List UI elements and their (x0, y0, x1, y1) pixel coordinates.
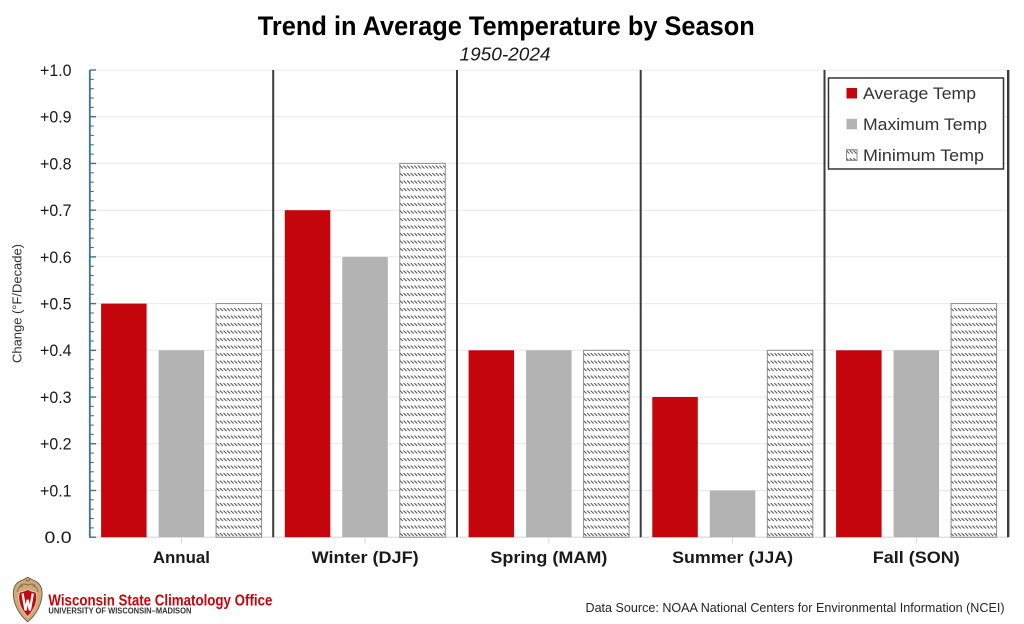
svg-text:UNIVERSITY OF WISCONSIN–MADISO: UNIVERSITY OF WISCONSIN–MADISON (48, 607, 191, 616)
svg-text:0.0: 0.0 (45, 529, 72, 547)
svg-text:+1.0: +1.0 (40, 62, 72, 80)
svg-text:+0.3: +0.3 (40, 389, 72, 407)
svg-text:Spring (MAM): Spring (MAM) (490, 548, 607, 567)
svg-text:Change (°F/Decade): Change (°F/Decade) (11, 244, 25, 363)
svg-text:Annual: Annual (153, 548, 210, 567)
svg-text:+0.7: +0.7 (40, 202, 72, 220)
svg-text:+0.1: +0.1 (40, 482, 72, 500)
svg-text:+0.8: +0.8 (40, 155, 72, 173)
svg-text:Winter (DJF): Winter (DJF) (312, 548, 419, 567)
svg-text:+0.6: +0.6 (40, 249, 72, 267)
svg-text:Wisconsin State Climatology Of: Wisconsin State Climatology Office (48, 592, 272, 609)
svg-text:+0.2: +0.2 (40, 436, 72, 454)
svg-text:Trend in Average Temperature b: Trend in Average Temperature by Season (258, 11, 755, 41)
svg-text:Data Source: NOAA National Cen: Data Source: NOAA National Centers for E… (586, 600, 1005, 615)
svg-text:+0.4: +0.4 (40, 342, 72, 360)
svg-text:+0.5: +0.5 (40, 296, 72, 314)
svg-text:1950-2024: 1950-2024 (460, 45, 551, 65)
svg-text:+0.9: +0.9 (40, 109, 72, 127)
svg-text:Maximum Temp: Maximum Temp (863, 115, 987, 134)
svg-text:Average Temp: Average Temp (863, 84, 976, 103)
svg-text:Minimum Temp: Minimum Temp (863, 146, 984, 165)
svg-text:Summer (JJA): Summer (JJA) (672, 548, 793, 567)
svg-text:Fall (SON): Fall (SON) (873, 548, 960, 567)
